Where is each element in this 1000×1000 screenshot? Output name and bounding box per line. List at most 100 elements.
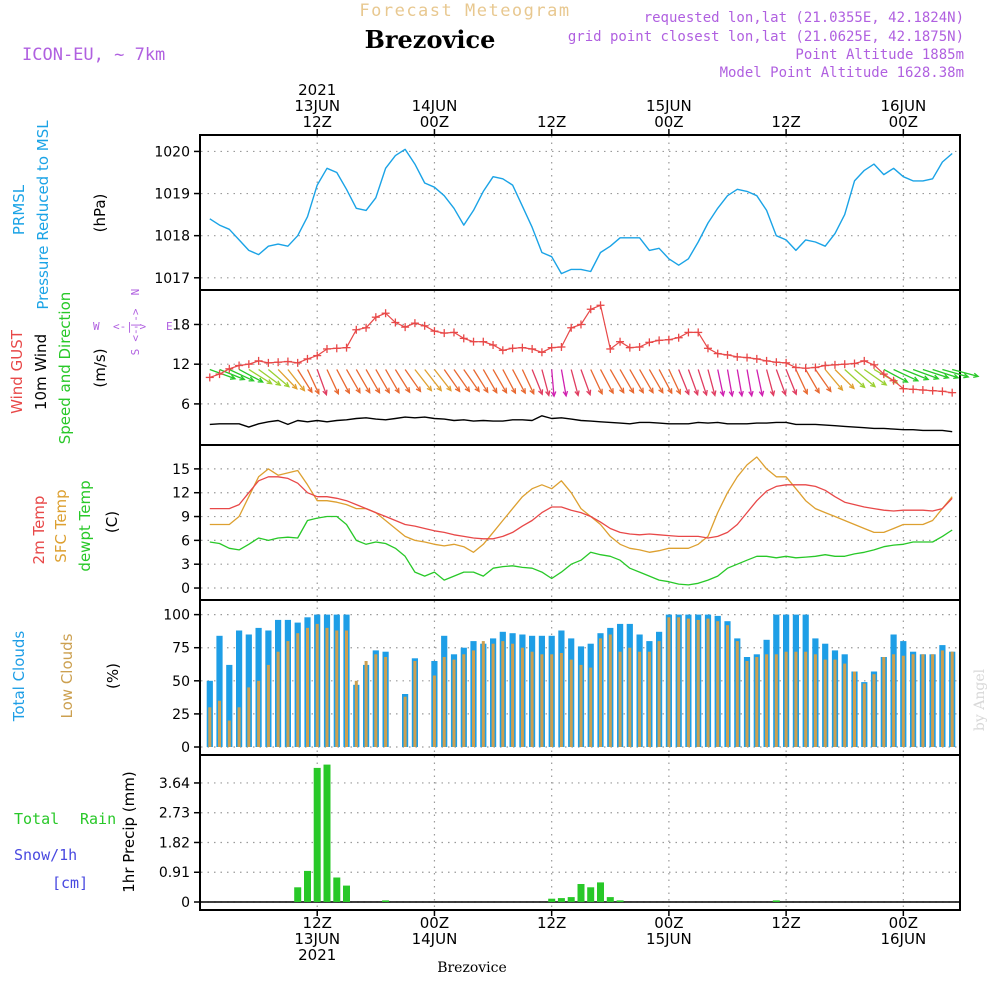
low-cloud-bar xyxy=(843,663,847,747)
wind-arrow-head xyxy=(802,388,808,396)
y-tick-label: 9 xyxy=(181,510,190,526)
dewpoint-line xyxy=(209,515,953,586)
wind-arrow-head xyxy=(415,386,422,393)
wind-arrow-head xyxy=(719,390,726,398)
compass-arrow-h: <-|-> xyxy=(113,320,146,333)
precip-panel xyxy=(199,754,961,911)
wind-arrow xyxy=(482,369,498,394)
wind-arrow xyxy=(854,368,876,388)
low-cloud-bar xyxy=(501,641,505,747)
wind-arrow-head xyxy=(769,390,776,397)
low-cloud-bar xyxy=(237,707,241,747)
time-axis-label: 00Z xyxy=(654,914,683,932)
low-cloud-bar xyxy=(550,654,554,747)
low-cloud-bar xyxy=(853,671,856,747)
wind-arrow-head xyxy=(667,388,673,395)
wind-arrow xyxy=(687,369,699,395)
y-tick-label: 25 xyxy=(172,707,190,723)
wind-arrow xyxy=(834,369,855,389)
time-axis-label: 15JUN xyxy=(646,97,692,115)
low-cloud-bar xyxy=(384,657,388,747)
wind-arrow xyxy=(903,368,929,381)
wind-arrow xyxy=(297,369,313,393)
wind-labels: Wind GUST 10m Wind Speed and Direction (… xyxy=(8,289,173,445)
wind-arrow-head xyxy=(291,383,298,390)
wind-label-10m: 10m Wind xyxy=(32,334,50,410)
y-tick-label: 3.64 xyxy=(159,776,190,792)
pressure-label-msl: Pressure Reduced to MSL xyxy=(34,120,52,310)
model-altitude: Model Point Altitude 1628.38m xyxy=(720,65,964,81)
low-cloud-bar xyxy=(472,650,475,747)
wind-arrow xyxy=(238,368,264,383)
precip-labels: Total Rain Snow/1h [cm] 1hr Precip (mm) xyxy=(14,771,138,892)
sfc-temp-line xyxy=(209,456,953,553)
wind-arrow xyxy=(287,369,305,392)
wind-arrow xyxy=(795,369,808,395)
y-tick-label: 75 xyxy=(172,641,190,657)
wind-arrow xyxy=(345,369,361,394)
wind-arrow xyxy=(814,369,832,392)
point-altitude: Point Altitude 1885m xyxy=(795,47,964,63)
wind-arrow-head xyxy=(837,385,844,392)
low-cloud-bar xyxy=(706,618,710,747)
low-cloud-bar xyxy=(696,619,700,747)
wind-arrow-head xyxy=(859,382,866,389)
wind-arrow-head xyxy=(638,387,644,394)
low-cloud-bar xyxy=(882,657,886,747)
rain-bar xyxy=(323,764,331,902)
wind-arrow-head xyxy=(446,385,452,392)
wind-arrow xyxy=(736,369,743,396)
grid-point-coords: grid point closest lon,lat (21.0625E, 42… xyxy=(568,29,964,45)
model-name: ICON-EU, ~ 7km xyxy=(22,45,165,65)
wind-arrow xyxy=(414,369,432,392)
wind-arrow xyxy=(394,369,411,393)
wind-arrow-head xyxy=(923,375,930,381)
time-axis-label: 12Z xyxy=(771,113,800,131)
wind-arrow-head xyxy=(454,386,461,393)
pressure-labels: PRMSL Pressure Reduced to MSL (hPa) xyxy=(10,120,109,310)
wind-arrow xyxy=(463,369,480,392)
wind-arrow xyxy=(229,368,254,382)
temp-2m-line xyxy=(209,476,953,540)
wind-arrow-head xyxy=(333,388,340,396)
compass-south: S xyxy=(129,349,142,356)
wind-arrow-head xyxy=(384,387,390,394)
y-tick-label: 1019 xyxy=(154,187,190,203)
precip-label-rain: Rain xyxy=(80,810,116,828)
compass-arrow-v: <-|-> xyxy=(129,308,142,341)
wind-arrow-head xyxy=(562,390,569,398)
low-cloud-bar xyxy=(931,654,935,747)
wind-arrow xyxy=(560,369,567,396)
low-cloud-bar xyxy=(579,664,583,747)
requested-coords: requested lon,lat (21.0355E, 42.1824N) xyxy=(644,10,964,26)
y-tick-label: 6 xyxy=(181,533,190,549)
low-cloud-bar xyxy=(452,659,456,747)
wind-arrow xyxy=(502,369,516,394)
low-cloud-bar xyxy=(335,630,339,747)
time-axis-label: 2021 xyxy=(298,946,336,964)
low-cloud-bar xyxy=(589,667,593,747)
wind-arrow-head xyxy=(619,387,625,394)
credit-watermark: by Angel xyxy=(972,668,988,731)
low-cloud-bar xyxy=(813,654,817,747)
wind-arrow-head xyxy=(529,388,535,396)
wind-arrow-head xyxy=(902,377,909,383)
wind-arrow xyxy=(805,369,820,394)
wind-arrow-head xyxy=(307,387,313,394)
wind-arrow xyxy=(541,369,550,396)
temperature-panel xyxy=(199,444,961,601)
wind-arrow-head xyxy=(239,375,246,381)
y-tick-label: 50 xyxy=(172,674,190,690)
wind-arrow-head xyxy=(848,383,855,390)
low-cloud-bar xyxy=(315,623,319,747)
wind-arrow-head xyxy=(474,386,480,393)
wind-arrow-head xyxy=(483,387,489,394)
wind-arrow xyxy=(355,369,371,394)
low-cloud-bar xyxy=(716,621,720,747)
low-cloud-bar xyxy=(745,661,749,747)
wind-arrow xyxy=(619,369,635,394)
low-cloud-bar xyxy=(774,654,778,747)
low-cloud-bar xyxy=(306,627,309,747)
low-cloud-bar xyxy=(726,625,729,747)
rain-bar xyxy=(304,870,311,902)
